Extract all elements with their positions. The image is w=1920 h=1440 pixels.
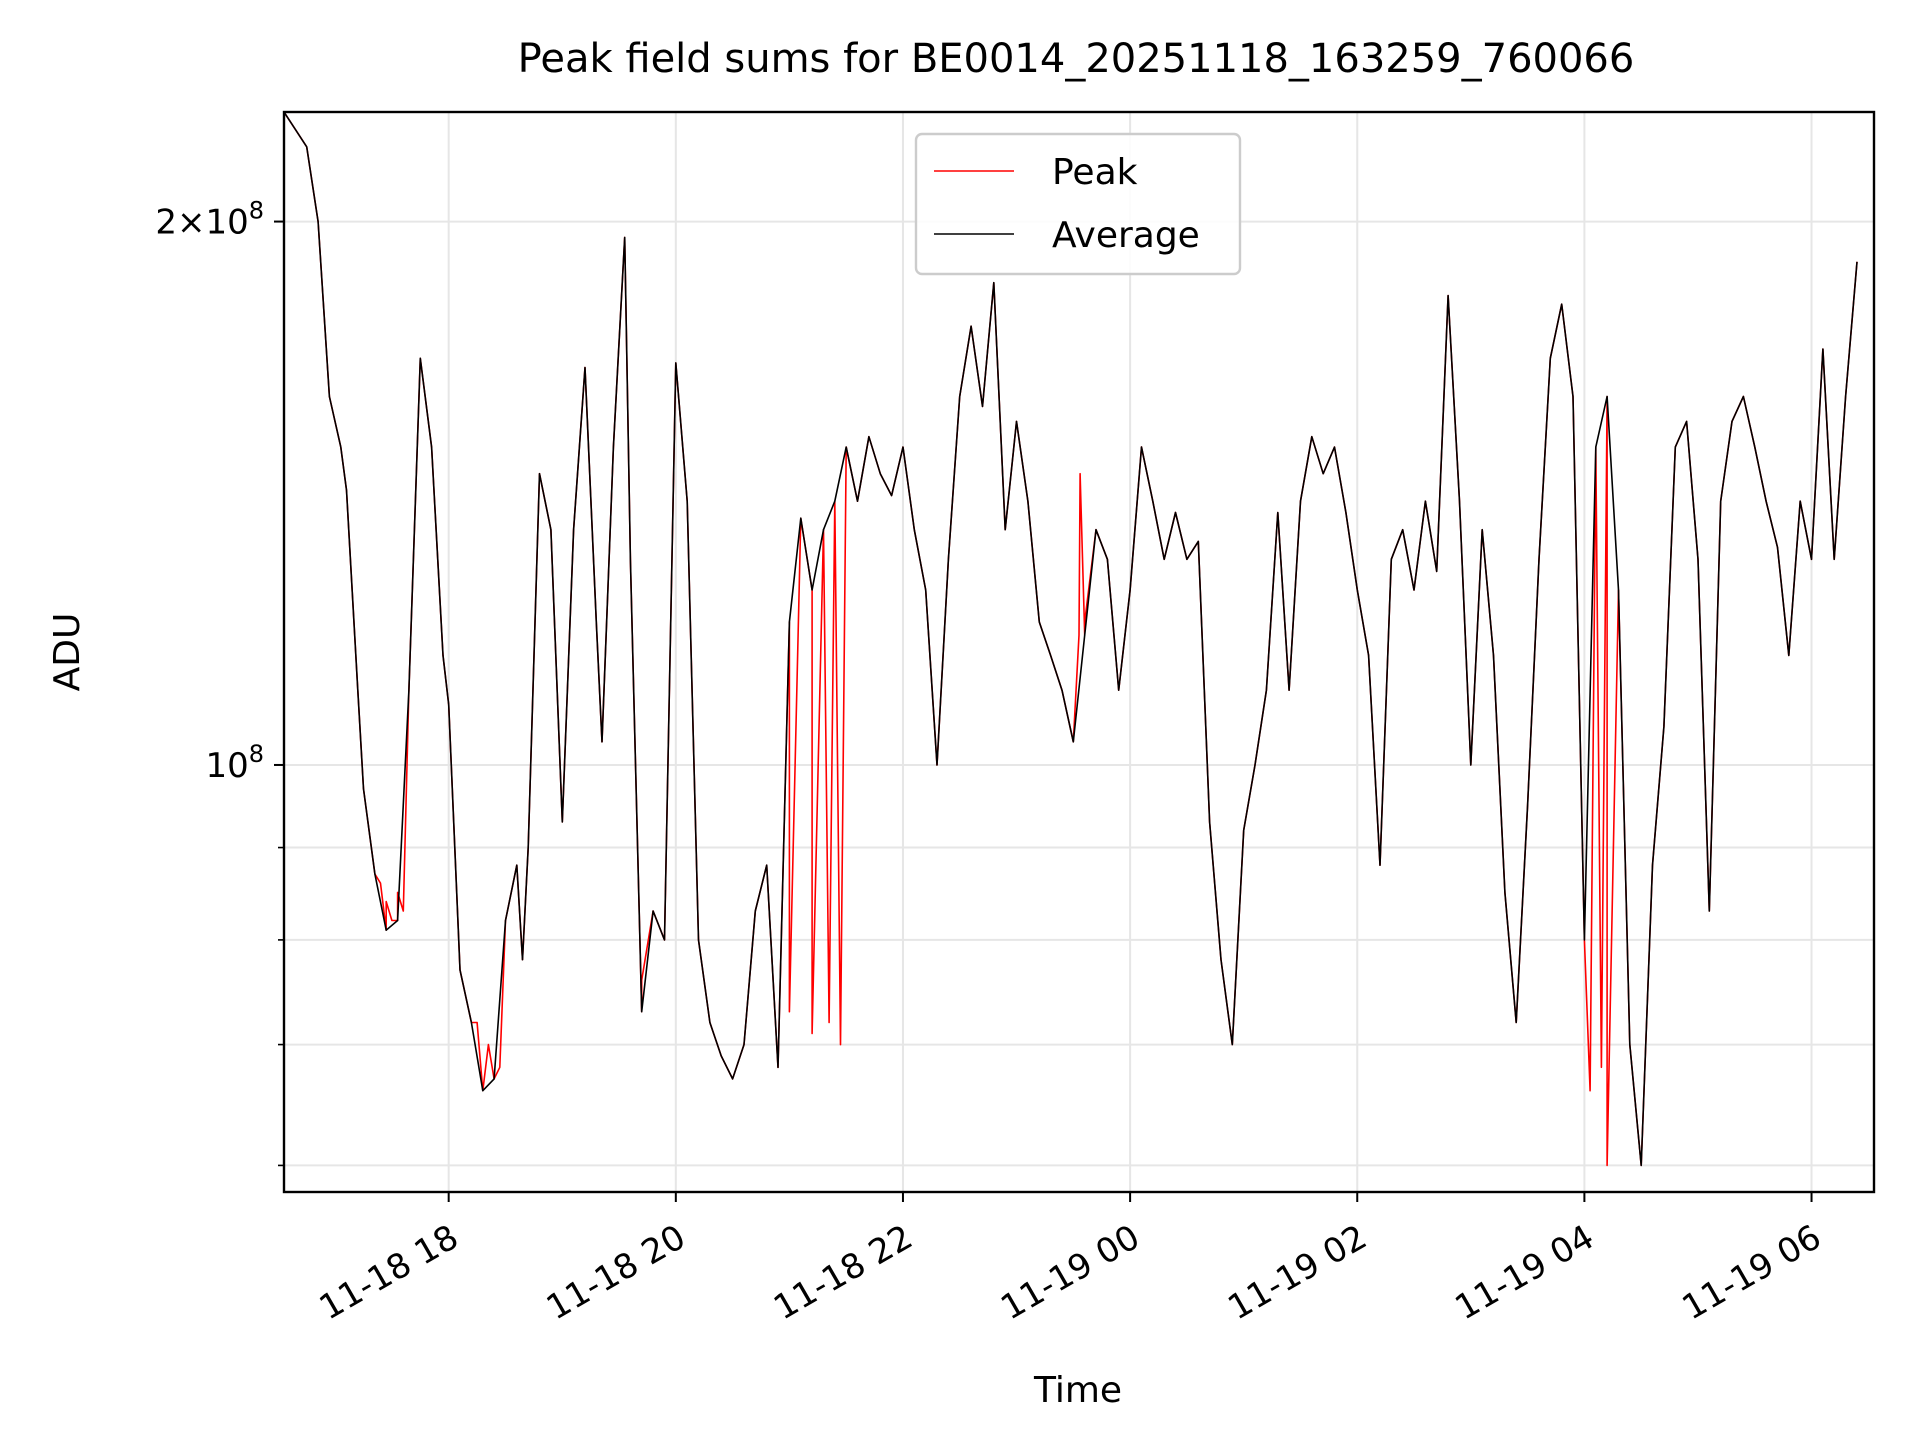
series-line-average [284, 112, 1858, 1167]
y-axis: 2×108 108 [155, 197, 284, 1167]
legend-average-label: Average [1052, 215, 1200, 256]
y-axis-label: ADU [47, 613, 88, 692]
plot-frame [282, 110, 1876, 1194]
y-tick-label: 108 [205, 740, 264, 786]
legend: Peak Average [914, 132, 1242, 276]
y-tick-label: 2×108 [155, 197, 264, 243]
series-layer [284, 112, 1858, 1167]
x-axis-label: Time [1033, 1370, 1122, 1411]
chart-title: Peak field sums for BE0014_20251118_1632… [518, 36, 1635, 82]
legend-peak-label: Peak [1052, 152, 1138, 193]
legend-box [914, 132, 1242, 276]
